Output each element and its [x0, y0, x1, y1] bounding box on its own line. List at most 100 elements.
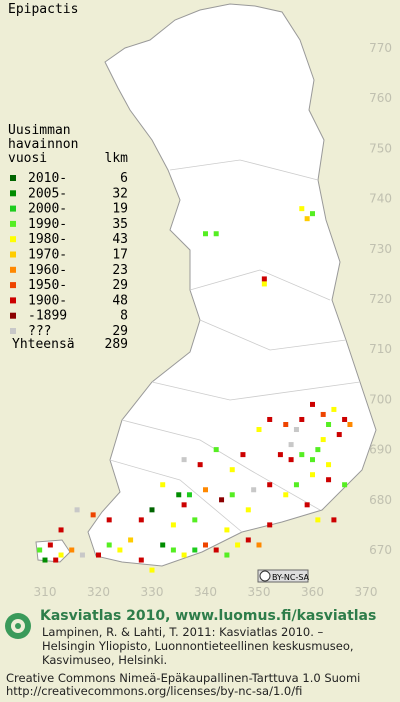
x-tick-label: 320: [87, 585, 110, 599]
occurrence: [138, 557, 144, 563]
legend-swatch: [10, 251, 16, 258]
occurrence: [181, 552, 187, 558]
legend-label: ???: [28, 324, 51, 339]
footer-headline: Kasviatlas 2010, www.luomus.fi/kasviatla…: [40, 608, 376, 624]
region-borders: [109, 159, 361, 533]
occurrence: [342, 416, 348, 422]
occurrence: [261, 276, 267, 282]
occurrence: [277, 452, 283, 458]
occurrence: [203, 487, 208, 493]
occurrence: [37, 547, 43, 553]
occurrence: [74, 507, 80, 513]
occurrence: [69, 547, 75, 553]
legend-label: 1950-: [28, 278, 67, 293]
y-tick-label: 720: [369, 292, 392, 306]
occurrence: [299, 416, 305, 422]
occurrence: [96, 552, 101, 558]
occurrence: [256, 427, 262, 433]
legend-header: havainnon: [8, 137, 78, 152]
legend-swatch: [10, 266, 16, 273]
legend-swatch: [10, 190, 16, 197]
occurrence: [213, 447, 219, 453]
y-tick-label: 730: [369, 242, 392, 256]
occurrence: [245, 507, 251, 513]
legend-swatch: [10, 175, 16, 181]
y-tick-label: 740: [369, 192, 392, 206]
legend-label: 2005-: [28, 186, 67, 201]
legend-swatch: [10, 297, 16, 304]
occurrence: [310, 472, 315, 478]
occurrence: [235, 542, 241, 548]
legend-label: -1899: [28, 309, 67, 324]
legend-count: 43: [112, 232, 128, 247]
legend-swatch: [10, 328, 16, 334]
occurrence: [267, 522, 273, 528]
x-tick-label: 340: [194, 585, 217, 599]
occurrence: [315, 447, 321, 453]
occurrence: [304, 216, 310, 222]
occurrence: [117, 547, 123, 553]
occurrence: [213, 547, 219, 553]
occurrence: [79, 552, 85, 558]
citation-line: Kasvimuseo, Helsinki.: [42, 653, 167, 667]
legend-total: 289: [105, 337, 128, 352]
occurrence: [192, 547, 198, 553]
occurrence: [229, 467, 235, 473]
occurrence: [342, 482, 348, 488]
occurrence: [53, 557, 59, 563]
occurrence: [331, 406, 337, 412]
legend-count: 8: [120, 309, 128, 324]
legend-swatch: [10, 282, 16, 289]
legend-swatch: [10, 205, 16, 212]
occurrence: [176, 492, 182, 498]
occurrence: [58, 552, 64, 558]
occurrence: [128, 537, 134, 543]
logo-core: [15, 623, 21, 629]
y-tick-label: 680: [369, 493, 392, 507]
occurrence: [229, 492, 235, 498]
badge-box: [257, 569, 309, 583]
occurrence: [331, 517, 337, 523]
legend-swatch: [10, 236, 16, 243]
x-tick-label: 360: [301, 585, 324, 599]
occurrence: [315, 517, 321, 523]
occurrence: [58, 527, 64, 533]
occurrence: [310, 457, 315, 463]
occurrence: [181, 502, 187, 508]
x-tick-label: 350: [248, 585, 271, 599]
occurrence: [219, 497, 225, 503]
occurrence: [267, 482, 273, 488]
occurrence: [293, 482, 299, 488]
occurrence: [160, 542, 166, 548]
occurrence: [47, 542, 53, 548]
y-tick-label: 690: [369, 443, 392, 457]
occurrence: [304, 502, 310, 508]
occurrence: [106, 517, 112, 523]
occurrence: [256, 542, 262, 548]
occurrence: [170, 547, 176, 553]
occurrence: [240, 452, 246, 458]
citation-line: Lampinen, R. & Lahti, T. 2011: Kasviatla…: [42, 625, 324, 639]
occurrence: [310, 211, 315, 217]
legend-swatch: [10, 220, 16, 227]
occurrence: [224, 552, 230, 558]
occurrence: [251, 487, 257, 493]
map-title: Epipactis: [8, 2, 78, 17]
occurrence: [90, 512, 96, 518]
occurrence: [170, 522, 176, 528]
legend-total-label: Yhteensä: [12, 337, 75, 352]
occurrence: [267, 416, 273, 422]
legend-label: 2010-: [28, 171, 67, 186]
occurrence: [326, 462, 332, 468]
occurrence: [106, 542, 112, 548]
legend-count-header: lkm: [105, 151, 129, 166]
occurrence: [326, 477, 332, 483]
cc-badge: BY-NC-SA: [257, 569, 310, 583]
occurrence: [138, 517, 144, 523]
occurrence: [283, 492, 289, 498]
finland-outline: [87, 3, 377, 567]
occurrence: [160, 482, 166, 488]
occurrence: [203, 231, 208, 237]
